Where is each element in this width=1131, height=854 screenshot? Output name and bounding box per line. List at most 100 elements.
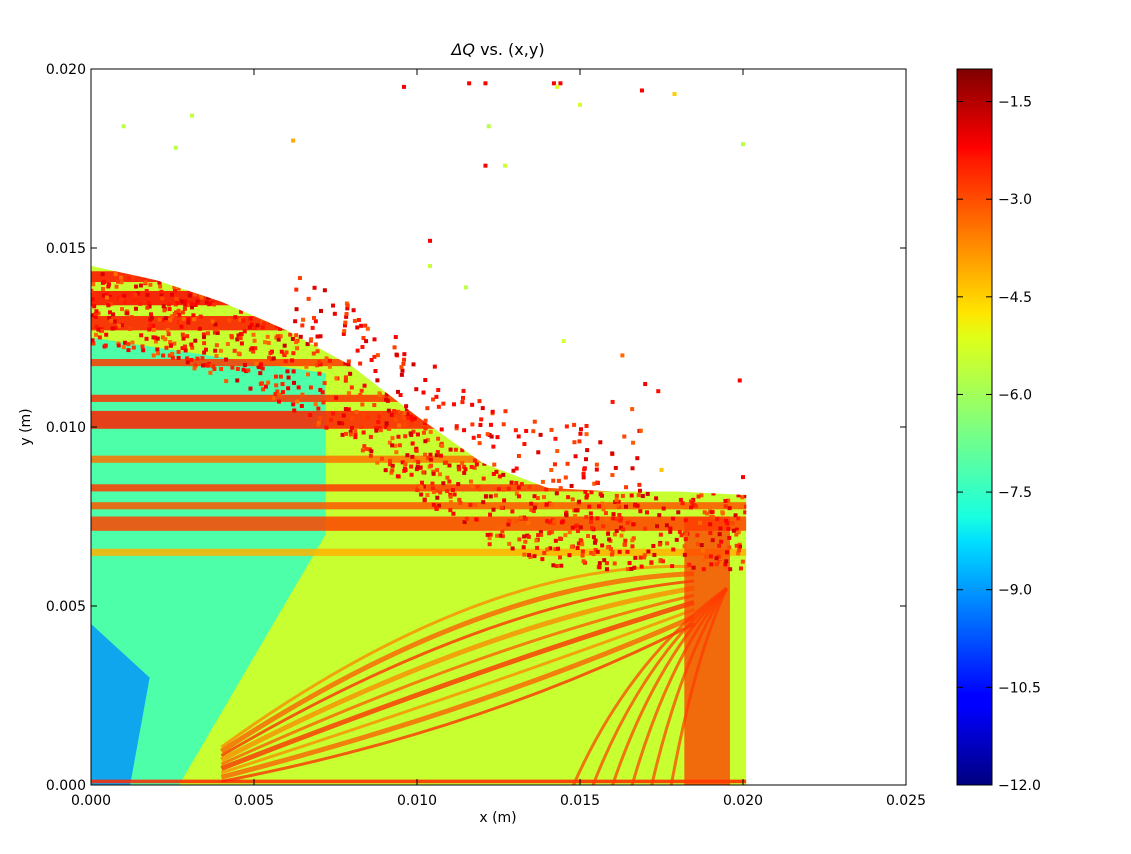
dense-speckle (727, 506, 732, 511)
dense-speckle (551, 521, 556, 526)
dense-speckle (510, 509, 515, 514)
data-point (431, 397, 436, 402)
data-point (462, 428, 467, 433)
dense-speckle (167, 353, 172, 358)
dense-speckle (198, 314, 203, 319)
dense-speckle (214, 353, 219, 358)
dense-speckle (527, 485, 532, 490)
dense-speckle (553, 547, 558, 552)
dense-speckle (396, 409, 401, 414)
data-point (561, 339, 566, 344)
dense-speckle (140, 344, 145, 349)
data-point (536, 450, 541, 455)
dense-speckle (690, 500, 695, 505)
dense-speckle (337, 421, 342, 426)
dense-speckle (457, 497, 462, 502)
dense-speckle (526, 534, 531, 539)
dense-speckle (192, 317, 197, 322)
dense-speckle (168, 317, 173, 322)
dense-speckle (564, 513, 569, 518)
dense-speckle (658, 532, 663, 537)
data-point (432, 364, 437, 369)
dense-speckle (553, 538, 558, 543)
data-point (558, 81, 563, 86)
dense-speckle (620, 493, 625, 498)
dense-speckle (447, 479, 452, 484)
dense-streak-band (91, 455, 747, 463)
dense-speckle (119, 323, 124, 328)
dense-speckle (122, 293, 127, 298)
dense-speckle (197, 326, 202, 331)
dense-speckle (743, 504, 747, 509)
dense-speckle (498, 533, 503, 538)
dense-speckle (165, 328, 170, 333)
dense-speckle (487, 536, 492, 541)
data-point (355, 348, 360, 353)
dense-speckle (708, 531, 713, 536)
dense-speckle (358, 392, 363, 397)
dense-speckle (428, 452, 433, 457)
data-point (425, 406, 430, 411)
dense-speckle (606, 527, 611, 532)
data-point (401, 361, 406, 366)
dense-speckle (315, 349, 320, 354)
dense-speckle (683, 505, 688, 510)
dense-speckle (255, 323, 260, 328)
dense-speckle (387, 462, 392, 467)
data-point (476, 434, 481, 439)
dense-speckle (169, 343, 174, 348)
dense-speckle (614, 498, 619, 503)
dense-speckle (445, 489, 450, 494)
dense-speckle (160, 335, 165, 340)
dense-speckle (343, 378, 348, 383)
dense-speckle (91, 297, 95, 302)
dense-speckle (353, 429, 358, 434)
dense-speckle (295, 399, 300, 404)
dense-speckle (360, 448, 365, 453)
dense-speckle (730, 521, 735, 526)
data-point (402, 357, 407, 362)
dense-speckle (116, 323, 121, 328)
dense-speckle (164, 345, 169, 350)
dense-speckle (635, 503, 640, 508)
dense-speckle (695, 541, 700, 546)
data-point (369, 358, 374, 363)
dense-speckle (238, 317, 243, 322)
data-point (503, 409, 508, 414)
dense-speckle (441, 481, 446, 486)
colorbar: −1.5 −3.0 −4.5 −6.0 −7.5 −9.0 −10.5 −12.0 (956, 68, 1041, 794)
data-point (190, 113, 195, 118)
data-point (477, 441, 482, 446)
data-point (478, 422, 483, 427)
data-point (404, 404, 409, 409)
data-point (639, 88, 644, 93)
dense-speckle (671, 547, 676, 552)
y-tick-label: 0.000 (46, 778, 86, 794)
data-point (490, 409, 495, 414)
data-point (346, 359, 351, 364)
dense-speckle (151, 327, 156, 332)
dense-speckle (629, 493, 634, 498)
data-point (375, 378, 380, 383)
dense-speckle (736, 493, 741, 498)
dense-speckle (236, 351, 241, 356)
dense-speckle (488, 532, 493, 537)
data-point (470, 422, 475, 427)
dense-speckle (603, 511, 608, 516)
dense-speckle (179, 324, 184, 329)
dense-speckle (327, 358, 332, 363)
data-point (564, 424, 569, 429)
dense-speckle (450, 487, 455, 492)
dense-speckle (684, 532, 689, 537)
dense-speckle (475, 484, 480, 489)
dense-speckle (189, 357, 194, 362)
dense-speckle (218, 348, 223, 353)
dense-region-cool-zone (91, 337, 326, 785)
dense-speckle (430, 481, 435, 486)
dense-speckle (132, 298, 137, 303)
dense-speckle (248, 316, 253, 321)
data-point (173, 145, 178, 150)
dense-speckle (683, 518, 688, 523)
dense-speckle (365, 415, 370, 420)
data-point (294, 333, 299, 338)
